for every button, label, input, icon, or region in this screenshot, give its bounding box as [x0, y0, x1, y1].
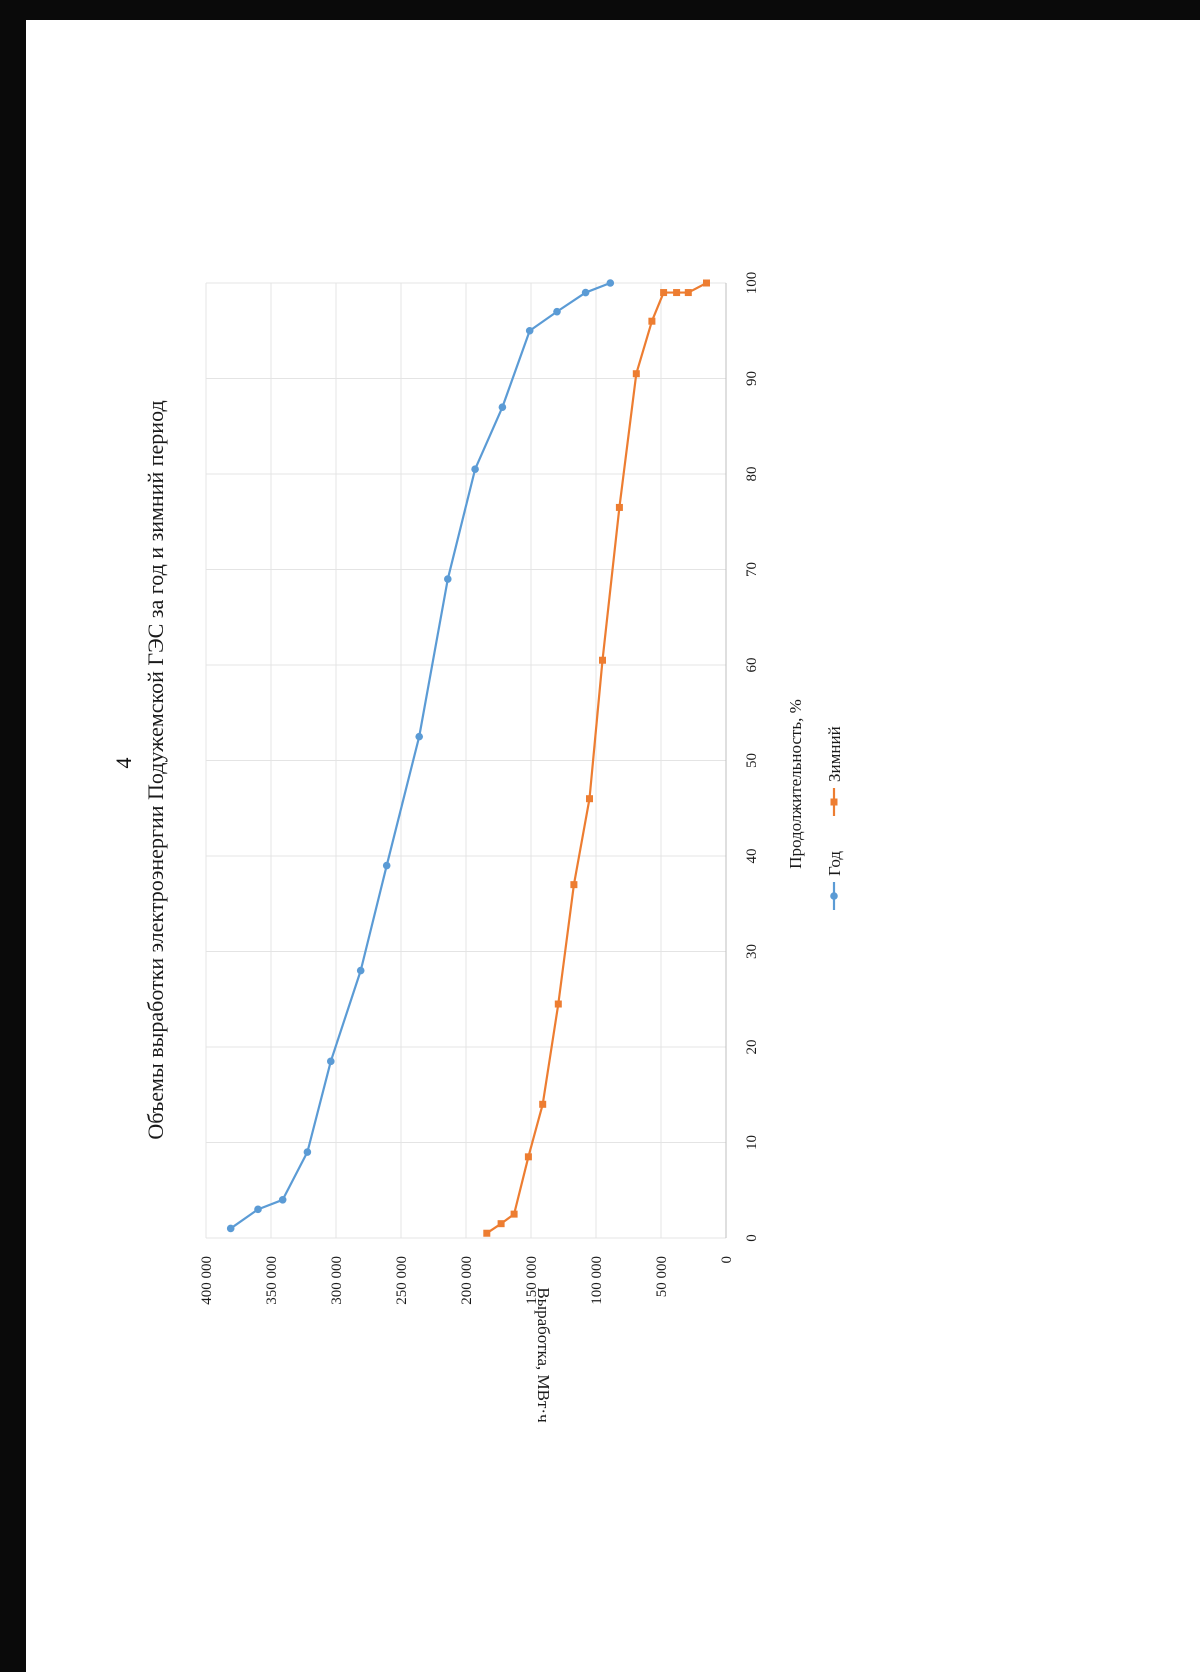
data-point [278, 1196, 287, 1204]
y-tick-label: 250 000 [394, 1256, 410, 1305]
data-point [632, 370, 640, 378]
x-tick-label: 10 [744, 1135, 760, 1150]
legend-label: Зимний [825, 726, 844, 782]
x-tick-label: 50 [744, 753, 760, 768]
chart-axes: 0 10 20 30 40 50 60 70 80 90 100 0 50 000 100 000 150 … [199, 272, 760, 1305]
data-point [415, 732, 424, 741]
x-tick-label: 30 [744, 944, 760, 959]
y-tick-label: 150 000 [524, 1256, 540, 1305]
y-tick-label: 350 000 [264, 1256, 280, 1305]
y-tick-label: 0 [719, 1256, 735, 1264]
data-point [497, 1220, 505, 1228]
data-point [226, 1224, 235, 1233]
data-point [356, 966, 365, 975]
chart-grid [205, 282, 727, 1239]
data-point [554, 1000, 562, 1008]
scan-border-top [0, 0, 1200, 20]
data-point [570, 881, 578, 889]
data-point [471, 465, 479, 474]
data-point [553, 307, 561, 316]
chart-legend: Год Зимний [825, 726, 844, 910]
data-point [327, 1057, 335, 1066]
data-point [703, 279, 710, 287]
x-tick-label: 0 [744, 1234, 760, 1242]
y-tick-label: 300 000 [329, 1256, 345, 1305]
x-tick-label: 40 [744, 849, 760, 864]
data-point [382, 861, 391, 870]
chart-title: Объемы выработки электроэнергии Подужемс… [143, 400, 168, 1139]
x-tick-label: 100 [744, 272, 760, 295]
data-point [684, 289, 692, 297]
y-tick-label: 400 000 [199, 1256, 215, 1305]
chart-labels: Объемы выработки электроэнергии Подужемс… [143, 400, 805, 1423]
y-axis-title: Выработка, МВт·ч [534, 1287, 553, 1423]
x-tick-label: 70 [744, 562, 760, 577]
x-tick-label: 60 [744, 658, 760, 673]
data-point [254, 1205, 262, 1214]
data-point [303, 1148, 312, 1156]
series-line-0 [230, 281, 611, 1230]
paper-sheet: 4 0 10 20 30 40 50 60 70 80 90 100 0 50 000 100 000 15… [26, 20, 1200, 1672]
legend-marker [830, 892, 838, 900]
y-tick-label: 50 000 [654, 1256, 670, 1297]
x-axis-title: Продолжительность, % [786, 699, 805, 869]
data-point [599, 656, 606, 664]
data-point [648, 317, 656, 325]
data-point [615, 503, 623, 511]
data-point [524, 1153, 532, 1161]
data-point [498, 403, 507, 411]
data-point [483, 1229, 491, 1237]
data-point [586, 795, 593, 803]
duration-curve-chart: 0 10 20 30 40 50 60 70 80 90 100 0 50 000 100 000 150 … [143, 272, 844, 1423]
data-point [444, 575, 452, 583]
x-tick-label: 80 [744, 467, 760, 482]
data-point [525, 326, 534, 335]
data-point [606, 279, 615, 287]
data-point [510, 1210, 518, 1218]
data-point [660, 289, 668, 297]
data-point [581, 288, 590, 297]
y-tick-label: 100 000 [589, 1256, 605, 1305]
chart-series [226, 279, 710, 1237]
legend-marker [830, 798, 838, 806]
legend-label: Год [825, 851, 844, 876]
x-tick-label: 90 [744, 371, 760, 386]
scan-border-left [0, 0, 26, 1672]
x-tick-label: 20 [744, 1040, 760, 1055]
y-tick-label: 200 000 [459, 1256, 475, 1305]
series-line-1 [486, 282, 708, 1235]
data-point [539, 1100, 547, 1108]
data-point [673, 289, 681, 297]
